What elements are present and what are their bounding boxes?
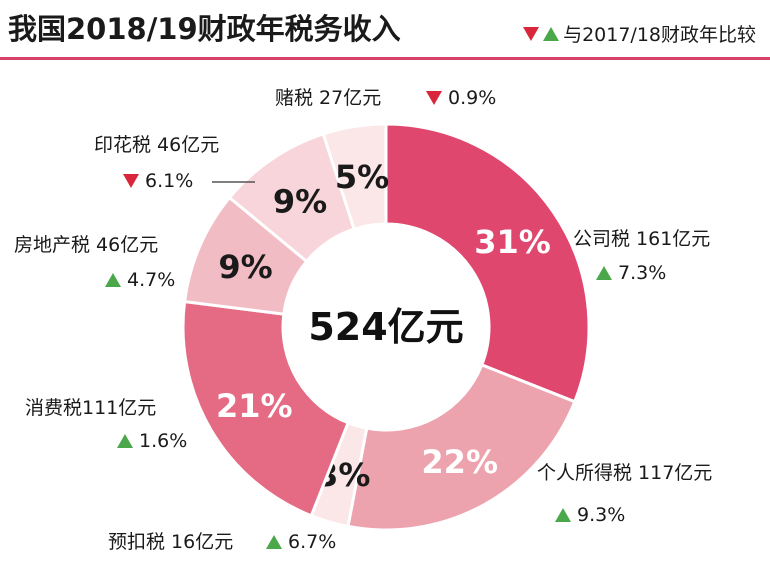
down-triangle-icon (426, 91, 442, 105)
change-personal-income-tax: 9.3% (555, 504, 625, 526)
up-triangle-icon (105, 273, 121, 287)
label-property-tax: 房地产税 46亿元 (14, 234, 159, 256)
slice-percent-label: 31% (474, 223, 551, 261)
up-triangle-icon (555, 508, 571, 522)
title-rule (0, 57, 770, 60)
donut-slice (321, 122, 388, 231)
legend-text: 与2017/18财政年比较 (563, 24, 756, 46)
up-triangle-icon (543, 26, 560, 41)
slice-percent-label: 9% (273, 182, 327, 220)
donut-slice (346, 362, 577, 532)
label-withholding-tax: 预扣税 16亿元 (108, 531, 234, 553)
label-betting-tax: 赌税 27亿元 (275, 87, 382, 109)
up-triangle-icon (596, 266, 612, 280)
up-triangle-icon (266, 535, 282, 549)
label-personal-income-tax: 个人所得税 117亿元 (537, 462, 713, 484)
change-corporate-tax: 7.3% (596, 262, 666, 284)
change-consumption-tax: 1.6% (117, 430, 187, 452)
slice-percent-label: 9% (218, 248, 272, 286)
donut-slice (384, 122, 591, 404)
slice-percent-label: 22% (421, 443, 498, 481)
down-triangle-icon (523, 26, 540, 41)
slice-percent-label: 21% (216, 387, 293, 425)
down-triangle-icon (123, 174, 139, 188)
label-consumption-tax: 消费税111亿元 (25, 397, 157, 419)
label-corporate-tax: 公司税 161亿元 (573, 228, 711, 250)
slice-percent-label: 5% (335, 158, 389, 196)
up-triangle-icon (117, 434, 133, 448)
label-stamp-duty: 印花税 46亿元 (94, 134, 220, 156)
donut-slice (181, 299, 351, 518)
change-betting-tax: 0.9% (426, 87, 496, 109)
center-total-label: 524亿元 (308, 305, 463, 349)
change-withholding-tax: 6.7% (266, 531, 336, 553)
chart-title: 我国2018/19财政年税务收入 (8, 12, 401, 46)
legend: 与2017/18财政年比较 (523, 20, 756, 47)
change-stamp-duty: 6.1% (123, 170, 193, 192)
change-property-tax: 4.7% (105, 269, 175, 291)
